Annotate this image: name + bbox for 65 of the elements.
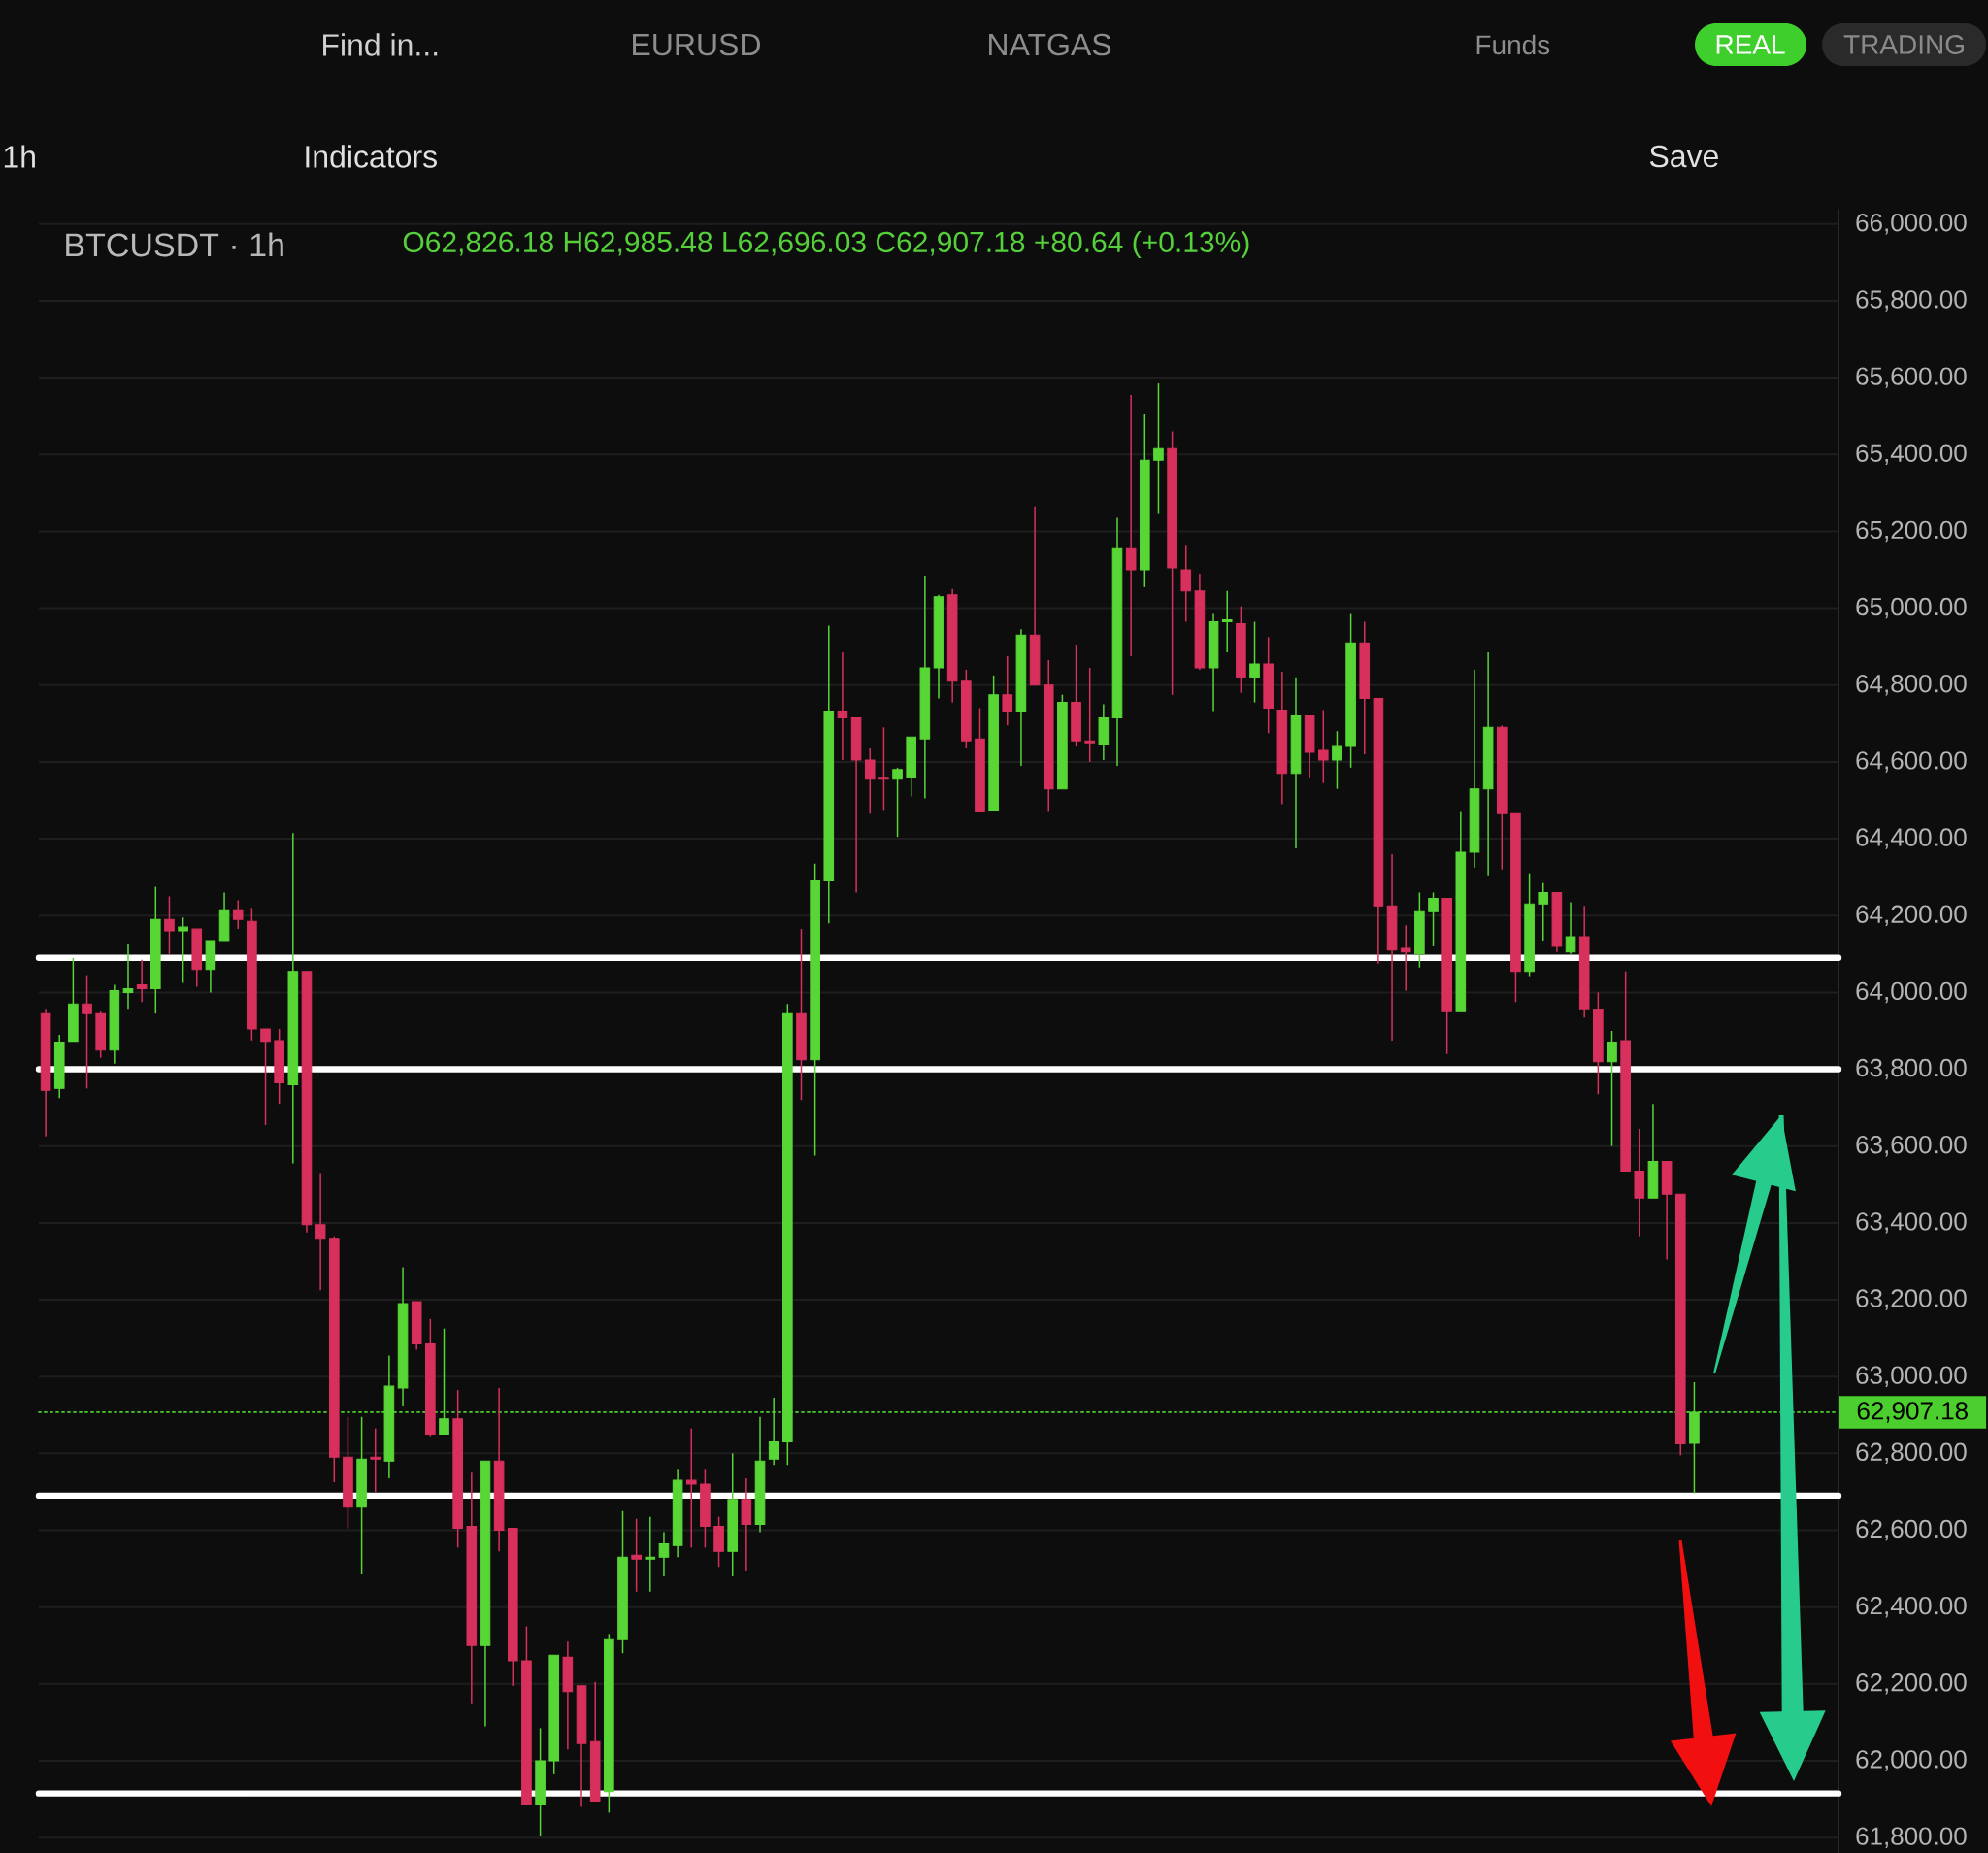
candlestick — [1317, 709, 1329, 784]
y-tick-label: 64,600.00 — [1856, 751, 1967, 773]
candlestick — [1125, 394, 1137, 657]
ref-line-label: 62,907.18 — [1857, 1402, 1968, 1423]
y-tick-label: 61,800.00 — [1856, 1827, 1967, 1848]
y-tick-label: 66,000.00 — [1856, 214, 1967, 235]
candlestick — [658, 1531, 670, 1577]
y-tick-label: 64,400.00 — [1856, 828, 1967, 849]
y-tick-label: 62,400.00 — [1856, 1596, 1967, 1618]
candlestick — [232, 899, 244, 930]
candlestick — [685, 1427, 697, 1549]
y-tick-label: 63,200.00 — [1856, 1289, 1967, 1310]
candlestick — [122, 943, 134, 1010]
y-tick-label: 63,800.00 — [1856, 1058, 1967, 1080]
candlestick — [315, 1172, 326, 1291]
candlestick — [136, 959, 148, 1004]
candlestick — [892, 767, 903, 838]
y-tick-label: 62,000.00 — [1856, 1750, 1967, 1771]
candlestick — [1221, 590, 1233, 653]
candlestick — [1153, 382, 1164, 515]
candlestick — [1084, 667, 1096, 763]
text: 1h — [4, 145, 35, 168]
y-tick-label: 65,600.00 — [1856, 367, 1967, 388]
candlestick — [1565, 901, 1576, 955]
y-tick-label: 63,600.00 — [1856, 1135, 1967, 1157]
candlestick — [878, 726, 889, 811]
text: NATGAS — [989, 33, 1111, 56]
y-tick-label: 62,200.00 — [1856, 1673, 1967, 1695]
candlestick — [82, 974, 92, 1090]
candlestick — [1538, 881, 1549, 942]
candlestick — [864, 747, 876, 815]
candlestick — [370, 1427, 381, 1493]
y-tick-label: 64,000.00 — [1856, 981, 1967, 1004]
y-tick-label: 62,800.00 — [1856, 1442, 1967, 1465]
text: Funds — [1476, 34, 1550, 55]
y-tick-label: 65,200.00 — [1856, 520, 1967, 543]
text: Save — [1649, 145, 1718, 168]
text: Find in... — [323, 33, 438, 56]
y-tick-label: 63,000.00 — [1856, 1366, 1967, 1387]
candlestick — [837, 651, 848, 761]
candlestick — [1002, 655, 1013, 727]
candlestick — [1428, 891, 1439, 947]
candlestick — [645, 1515, 656, 1593]
candlestick — [1607, 1030, 1617, 1147]
candlestick — [260, 1028, 271, 1126]
text: TRADING — [1843, 35, 1964, 54]
candlestick — [178, 916, 188, 984]
text: REAL — [1716, 35, 1785, 54]
y-tick-label: 62,600.00 — [1856, 1519, 1967, 1541]
candlestick — [1249, 620, 1260, 704]
y-tick-label: 63,400.00 — [1856, 1212, 1967, 1234]
candlestick — [1180, 544, 1192, 623]
y-tick-label: 64,800.00 — [1856, 675, 1967, 696]
text: BTCUSDT · 1h — [66, 232, 283, 257]
y-tick-label: 64,200.00 — [1856, 905, 1967, 926]
y-tick-label: 65,000.00 — [1856, 597, 1967, 619]
candlestick — [631, 1517, 642, 1593]
y-tick-label: 65,800.00 — [1856, 290, 1967, 312]
candlestick — [1332, 730, 1342, 790]
text: Indicators — [306, 145, 437, 168]
text: O62,826.18 H62,985.48 L62,696.03 C62,907.18 +80.64 (+0.13%) — [403, 231, 1249, 258]
candlestick — [1400, 924, 1411, 992]
candlestick — [164, 895, 175, 955]
text: EURUSD — [633, 33, 760, 56]
y-tick-label: 65,400.00 — [1856, 444, 1967, 466]
